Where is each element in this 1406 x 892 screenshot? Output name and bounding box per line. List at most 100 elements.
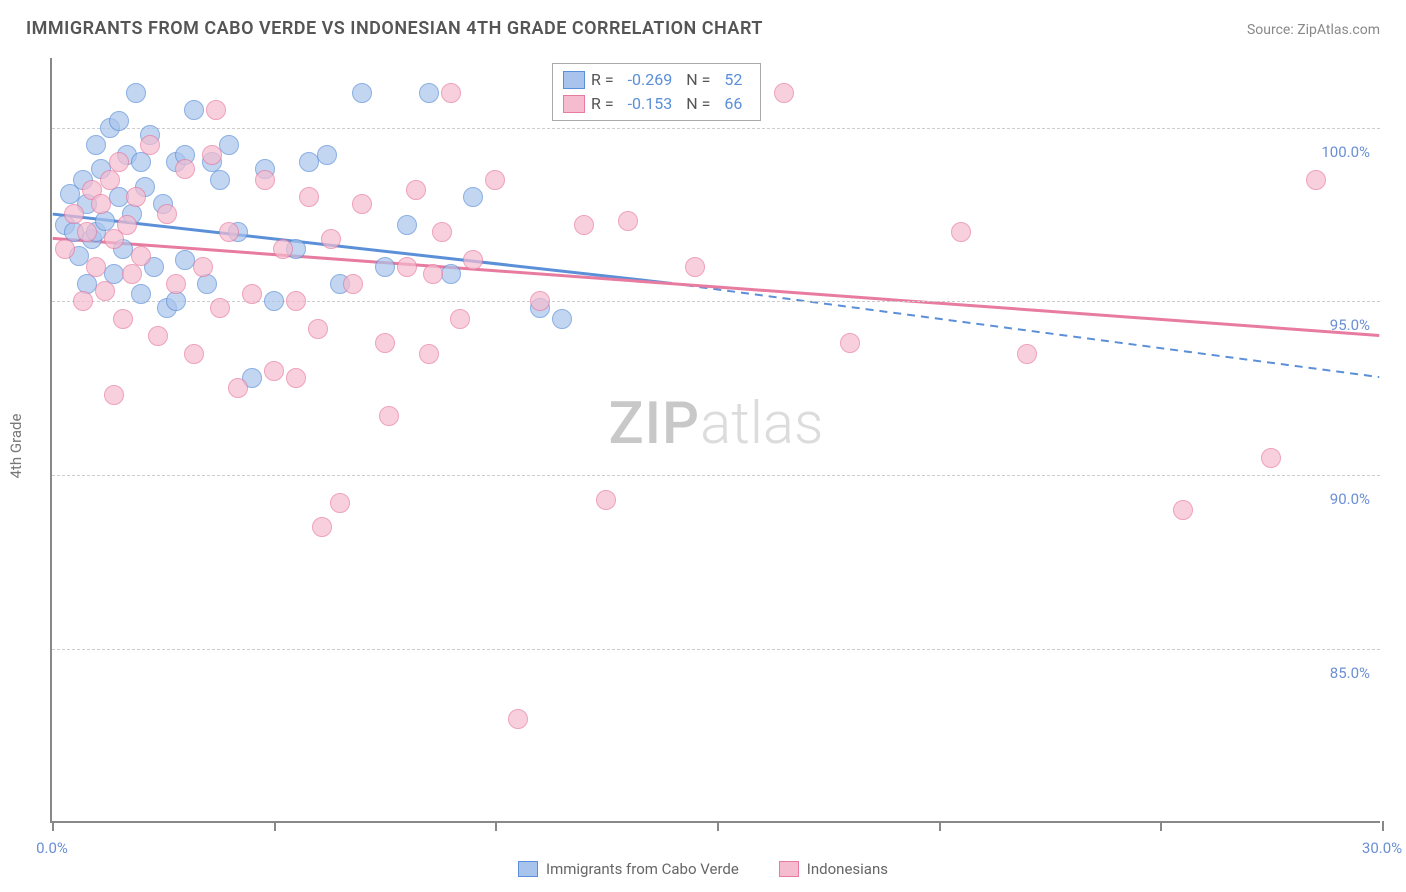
scatter-point [104, 385, 124, 405]
scatter-point [397, 257, 417, 277]
stat-r-value: -0.153 [628, 92, 673, 116]
scatter-point [397, 215, 417, 235]
scatter-point [685, 257, 705, 277]
x-tick [939, 821, 941, 831]
scatter-point [1261, 448, 1281, 468]
scatter-point [485, 170, 505, 190]
bottom-legend-label: Immigrants from Cabo Verde [546, 860, 739, 878]
stat-r-value: -0.269 [628, 68, 673, 92]
y-tick-label: 90.0% [1330, 490, 1370, 508]
scatter-point [264, 291, 284, 311]
scatter-point [441, 264, 461, 284]
scatter-point [95, 281, 115, 301]
watermark-zip: ZIP [609, 390, 700, 458]
scatter-point [441, 83, 461, 103]
stat-n-value: 52 [724, 68, 742, 92]
scatter-point [210, 298, 230, 318]
scatter-point [352, 83, 372, 103]
scatter-point [273, 239, 293, 259]
scatter-point [126, 187, 146, 207]
scatter-point [131, 284, 151, 304]
scatter-point [321, 229, 341, 249]
scatter-point [219, 222, 239, 242]
scatter-point [242, 284, 262, 304]
scatter-point [463, 187, 483, 207]
scatter-point [210, 170, 230, 190]
scatter-point [126, 83, 146, 103]
scatter-point [352, 194, 372, 214]
scatter-point [552, 309, 572, 329]
x-tick-label: 30.0% [1362, 839, 1402, 857]
scatter-point [375, 257, 395, 277]
scatter-point [343, 274, 363, 294]
scatter-point [109, 152, 129, 172]
scatter-point [157, 204, 177, 224]
scatter-point [202, 145, 222, 165]
y-axis-title: 4th Grade [7, 414, 25, 479]
scatter-point [308, 319, 328, 339]
header: IMMIGRANTS FROM CABO VERDE VS INDONESIAN… [26, 18, 1380, 39]
stat-n-label: N = [686, 92, 710, 116]
scatter-point [131, 152, 151, 172]
legend-swatch [563, 95, 585, 113]
stats-legend-row: R =-0.153N =66 [563, 92, 750, 116]
y-tick-label: 85.0% [1330, 664, 1370, 682]
scatter-point [1017, 344, 1037, 364]
scatter-point [64, 204, 84, 224]
scatter-point [100, 170, 120, 190]
scatter-point [574, 215, 594, 235]
legend-swatch [779, 861, 799, 877]
scatter-point [330, 493, 350, 513]
scatter-point [113, 309, 133, 329]
watermark: ZIPatlas [609, 390, 824, 458]
trend-lines [52, 58, 1380, 821]
scatter-point [175, 159, 195, 179]
x-tick [495, 821, 497, 831]
scatter-point [166, 291, 186, 311]
scatter-point [117, 215, 137, 235]
scatter-point [140, 135, 160, 155]
bottom-legend: Immigrants from Cabo Verde Indonesians [518, 860, 888, 878]
scatter-point [618, 211, 638, 231]
x-tick [717, 821, 719, 831]
x-tick [52, 821, 54, 831]
grid-line [52, 649, 1380, 650]
source-label: Source: ZipAtlas.com [1247, 22, 1380, 38]
scatter-point [148, 326, 168, 346]
scatter-point [423, 264, 443, 284]
stats-legend: R =-0.269N =52R =-0.153N =66 [552, 63, 761, 121]
x-tick [1382, 821, 1384, 831]
grid-line [52, 128, 1380, 129]
scatter-point [228, 378, 248, 398]
scatter-point [840, 333, 860, 353]
scatter-point [264, 361, 284, 381]
scatter-point [73, 291, 93, 311]
scatter-point [166, 274, 186, 294]
stat-n-label: N = [686, 68, 710, 92]
scatter-point [86, 257, 106, 277]
stats-legend-row: R =-0.269N =52 [563, 68, 750, 92]
scatter-point [419, 344, 439, 364]
scatter-point [109, 111, 129, 131]
scatter-point [375, 333, 395, 353]
scatter-point [432, 222, 452, 242]
scatter-point [219, 135, 239, 155]
stat-r-label: R = [591, 92, 614, 116]
legend-swatch [518, 861, 538, 877]
scatter-point [122, 264, 142, 284]
legend-swatch [563, 71, 585, 89]
scatter-point [419, 83, 439, 103]
scatter-point [1306, 170, 1326, 190]
watermark-atlas: atlas [700, 390, 823, 458]
scatter-point [774, 83, 794, 103]
scatter-point [184, 100, 204, 120]
scatter-point [951, 222, 971, 242]
bottom-legend-label: Indonesians [807, 860, 888, 878]
scatter-point [530, 291, 550, 311]
x-tick [274, 821, 276, 831]
grid-line [52, 475, 1380, 476]
y-tick-label: 100.0% [1321, 143, 1370, 161]
scatter-point [197, 274, 217, 294]
scatter-point [406, 180, 426, 200]
scatter-point [508, 709, 528, 729]
